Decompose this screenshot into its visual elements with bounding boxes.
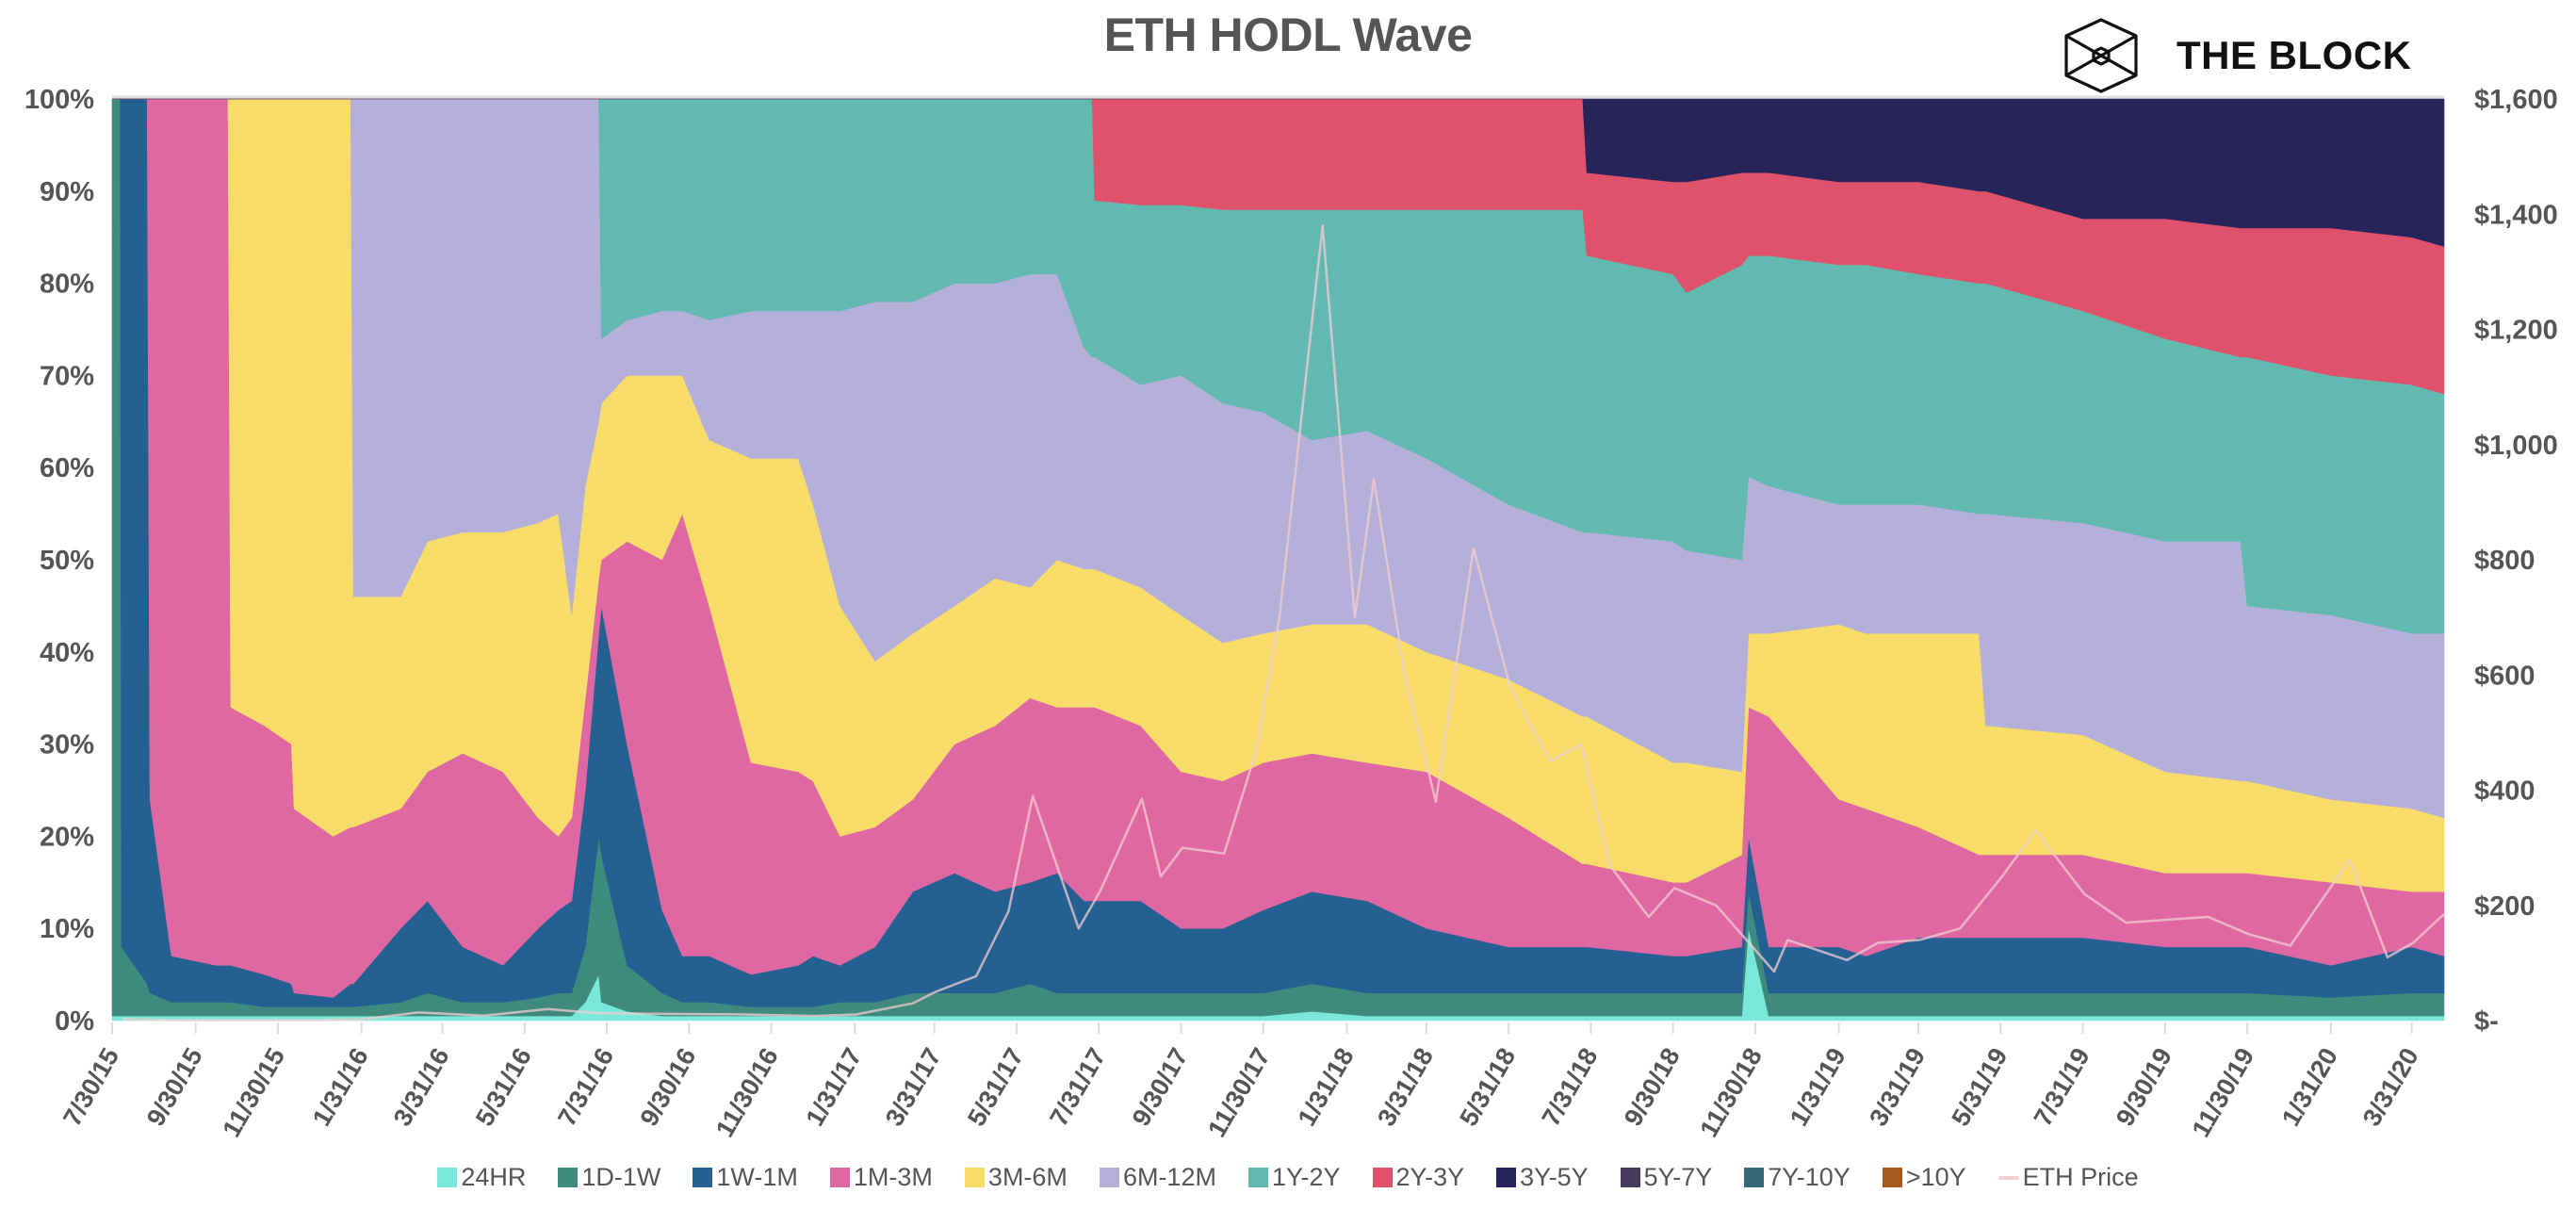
legend-item: 5Y-7Y [1620,1163,1713,1192]
legend-swatch [964,1168,985,1187]
y-left-tick-label: 0% [55,1006,94,1037]
x-tick-label: 3/31/18 [1372,1043,1439,1131]
logo-text: THE BLOCK [2177,33,2412,77]
x-tick-label: 11/30/16 [710,1043,784,1142]
area-3y-5y [112,98,2445,247]
legend-item: >10Y [1882,1163,1966,1192]
x-tick-label: 1/31/17 [800,1043,867,1131]
eth-price-line [122,224,2445,1022]
the-block-logo: THE BLOCK [2063,17,2412,94]
x-tick-label: 7/31/18 [1537,1043,1604,1131]
legend-label: 2Y-3Y [1395,1163,1465,1191]
x-tick-label: 7/31/19 [2029,1043,2095,1131]
x-tick-label: 7/31/16 [552,1043,619,1131]
y-right-tick-label: $800 [2474,546,2535,576]
legend-swatch [1372,1168,1393,1187]
legend-item: 1W-1M [693,1163,798,1192]
x-tick-label: 5/31/18 [1454,1043,1521,1131]
y-left-tick-label: 100% [24,85,94,115]
legend-label: 24HR [461,1163,527,1191]
x-tick-label: 9/30/17 [1127,1043,1194,1131]
x-tick-label: 11/30/18 [1694,1043,1768,1142]
y-right-tick-label: $1,400 [2474,200,2558,230]
legend-swatch [829,1168,850,1187]
y-right-tick-label: $1,600 [2474,85,2558,115]
legend-swatch [1997,1175,2019,1180]
x-tick-label: 3/31/16 [388,1043,455,1131]
y-right-tick-label: $600 [2474,661,2535,691]
x-tick-label: 9/30/16 [634,1043,701,1131]
legend: 24HR 1D-1W 1W-1M 1M-3M 3M-6M 6M-12M 1Y-2Y 2Y-3Y… [0,1163,2576,1192]
y-right-tick-label: $400 [2474,777,2535,807]
legend-swatch [1882,1168,1902,1187]
x-tick-label: 5/31/17 [962,1043,1029,1131]
legend-label: 1M-3M [853,1163,933,1191]
legend-item: 1Y-2Y [1247,1163,1341,1192]
legend-label: 7Y-10Y [1768,1163,1850,1191]
legend-swatch [1620,1168,1640,1187]
y-left-tick-label: 30% [40,730,94,760]
x-tick-label: 9/30/15 [141,1043,208,1131]
legend-item: 1M-3M [829,1163,933,1192]
x-tick-label: 7/30/15 [57,1043,124,1131]
legend-label: 1Y-2Y [1271,1163,1341,1191]
y-left-tick-label: 40% [40,638,94,668]
legend-label: 3Y-5Y [1520,1163,1589,1191]
legend-item: 3M-6M [964,1163,1068,1192]
cube-icon [2064,18,2138,93]
y-left-tick-label: 90% [40,177,94,207]
x-tick-label: 3/31/20 [2357,1043,2424,1131]
x-tick-label: 5/31/16 [470,1043,537,1131]
legend-item: 2Y-3Y [1372,1163,1465,1192]
legend-swatch [558,1168,579,1187]
stacked-areas [111,98,2445,1022]
legend-item: ETH Price [1997,1163,2139,1192]
legend-label: 1W-1M [716,1163,798,1191]
chart-title: ETH HODL Wave [1103,8,1473,61]
y-left-tick-label: 50% [40,546,94,576]
y-left-tick-label: 10% [40,914,94,944]
legend-item: 1D-1W [558,1163,660,1192]
legend-swatch [1496,1168,1517,1187]
legend-swatch [1744,1168,1765,1187]
y-left-tick-label: 80% [40,270,94,300]
legend-swatch [1099,1168,1119,1187]
legend-swatch [1247,1168,1268,1187]
x-tick-label: 9/30/19 [2111,1043,2177,1131]
legend-swatch [693,1168,713,1187]
y-right-tick-label: $- [2474,1006,2499,1037]
legend-swatch [437,1168,458,1187]
x-tick-label: 1/31/18 [1293,1043,1360,1131]
y-right-tick-label: $200 [2474,891,2535,922]
x-tick-label: 11/30/17 [1202,1043,1276,1142]
legend-item: 6M-12M [1099,1163,1216,1192]
legend-item: 3Y-5Y [1496,1163,1589,1192]
x-tick-label: 1/31/19 [1785,1043,1851,1131]
x-tick-label: 7/31/17 [1044,1043,1111,1131]
y-right-tick-label: $1,000 [2474,431,2558,461]
y-left-tick-label: 20% [40,822,94,852]
y-left-tick-label: 70% [40,361,94,391]
legend-label: 1D-1W [581,1163,661,1191]
legend-label: >10Y [1905,1163,1966,1191]
legend-label: ETH Price [2022,1163,2139,1191]
x-tick-label: 1/31/20 [2276,1043,2343,1131]
price-line-group [122,224,2445,1022]
legend-item: 7Y-10Y [1744,1163,1850,1192]
x-tick-label: 5/31/19 [1946,1043,2013,1131]
legend-label: 5Y-7Y [1643,1163,1713,1191]
legend-label: 3M-6M [987,1163,1068,1191]
legend-item: 24HR [437,1163,526,1192]
x-tick-label: 3/31/17 [880,1043,947,1131]
x-tick-label: 1/31/16 [307,1043,374,1131]
legend-label: 6M-12M [1122,1163,1216,1191]
x-tick-label: 9/30/18 [1619,1043,1686,1131]
y-right-tick-label: $1,200 [2474,316,2558,346]
x-tick-label: 11/30/19 [2187,1043,2260,1142]
y-left-tick-label: 60% [40,453,94,483]
x-tick-label: 11/30/15 [217,1043,290,1142]
x-tick-label: 3/31/19 [1864,1043,1931,1131]
